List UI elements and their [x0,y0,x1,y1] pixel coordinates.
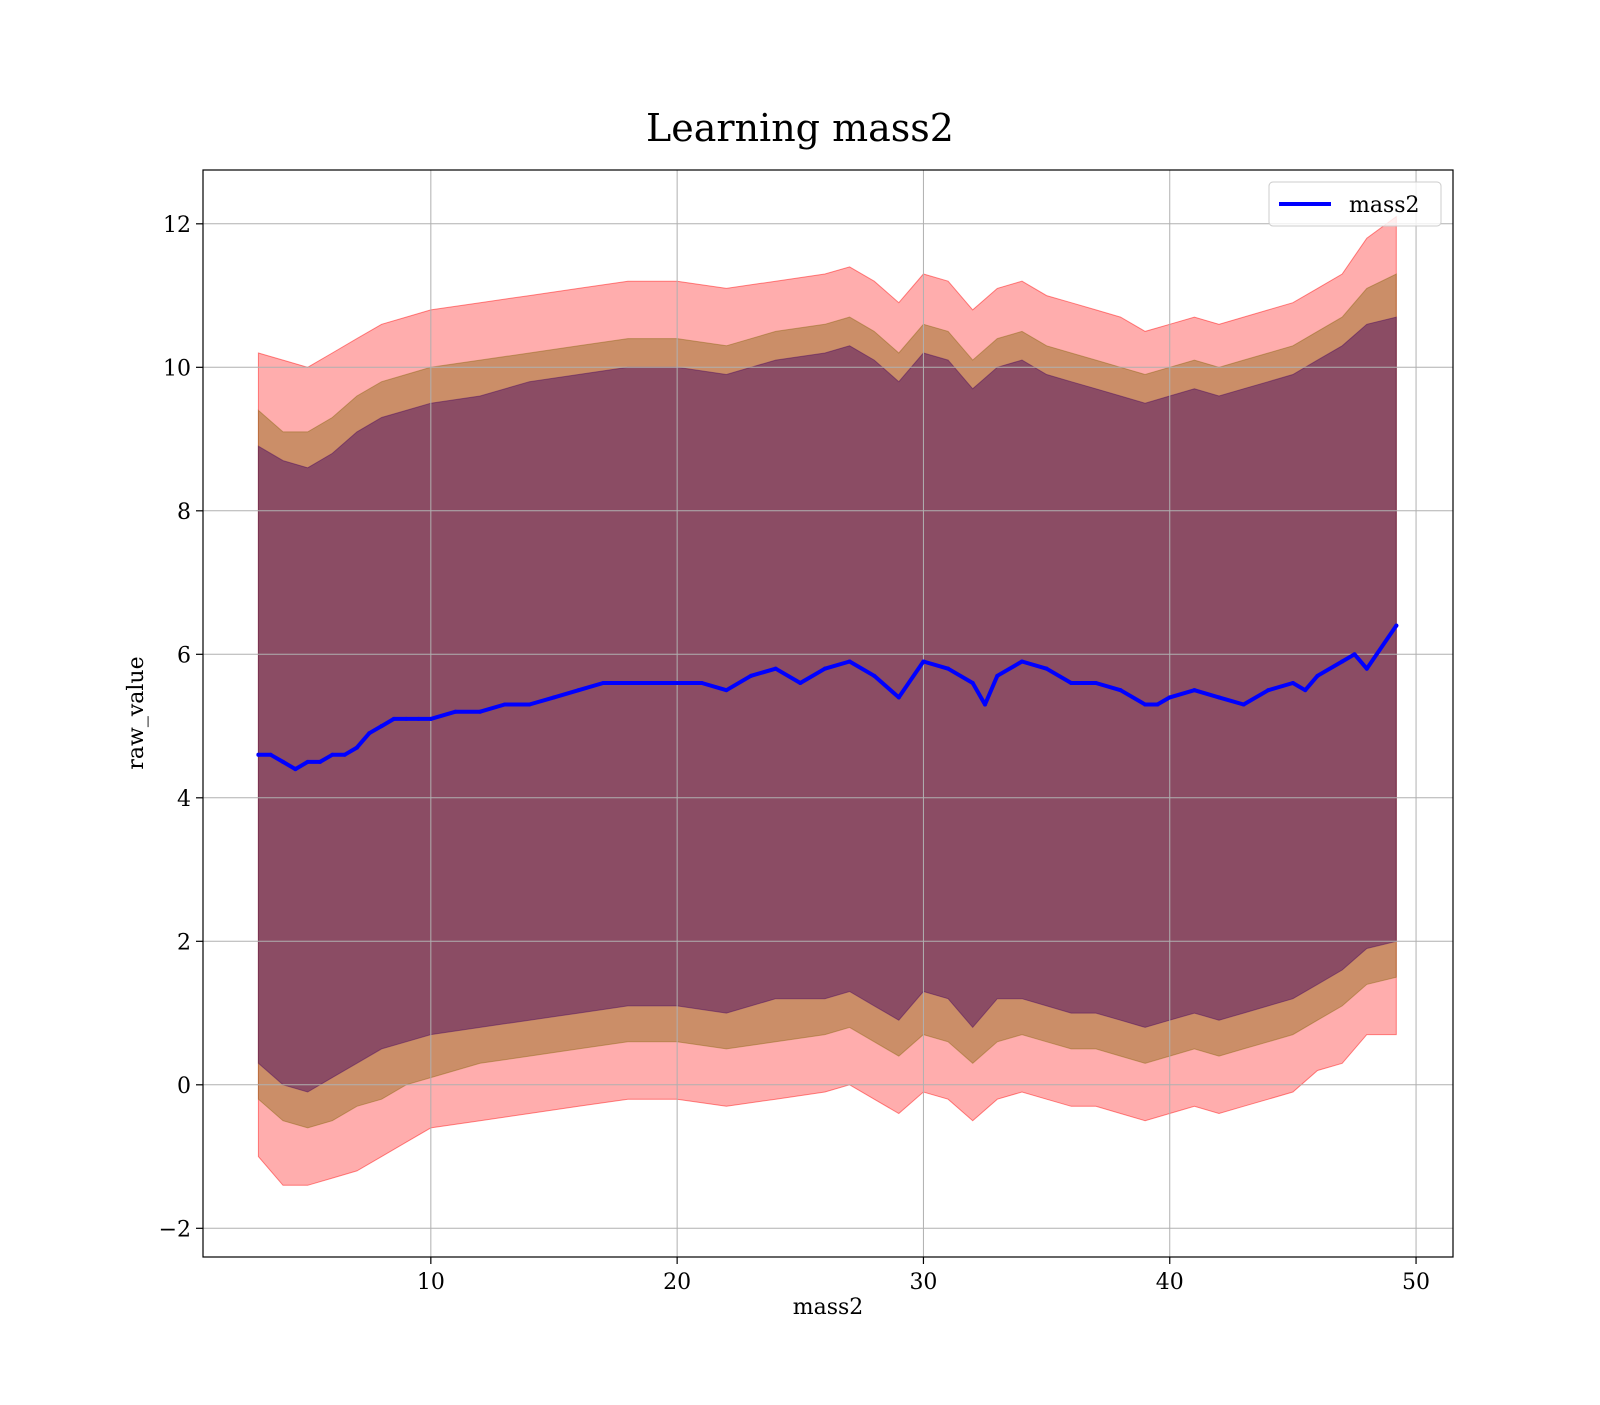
data-point [896,695,901,700]
chart-title: Learning mass2 [646,106,954,150]
data-point [576,688,581,693]
data-point [724,688,729,693]
legend-label-mass2: mass2 [1349,193,1420,218]
data-point [404,716,409,721]
data-point [428,716,433,721]
data-point [1217,695,1222,700]
data-point [317,759,322,764]
band-inner [257,316,1397,1093]
data-point [1143,702,1148,707]
data-point [453,709,458,714]
data-point [1019,659,1024,664]
legend: mass2 [1268,181,1442,227]
data-point [1069,681,1074,686]
data-point [293,767,298,772]
data-point [379,724,384,729]
data-point [625,681,630,686]
data-point [749,673,754,678]
data-point [268,752,273,757]
y-axis-label: raw_value [124,656,149,769]
data-point [1290,681,1295,686]
series-lines [256,623,1399,772]
data-point [699,681,704,686]
data-point [1241,702,1246,707]
x-tick-label: 30 [909,1270,937,1295]
data-point [872,673,877,678]
data-point [478,709,483,714]
x-tick-label: 40 [1156,1270,1184,1295]
data-point [1394,623,1399,628]
grid [203,170,1453,1257]
x-tick-label: 50 [1402,1270,1430,1295]
data-point [798,681,803,686]
legend-box [1268,181,1442,227]
data-point [1303,688,1308,693]
y-tick-label: 6 [177,643,191,668]
data-point [305,759,310,764]
data-point [1364,666,1369,671]
data-point [921,659,926,664]
x-axis-label: mass2 [793,1295,864,1320]
y-tick-label: 10 [163,356,191,381]
x-tick-label: 10 [417,1270,445,1295]
data-point [650,681,655,686]
data-point [1192,688,1197,693]
data-point [1340,659,1345,664]
data-point [391,716,396,721]
data-point [1167,695,1172,700]
y-tick-label: 8 [177,500,191,525]
plot-frame [202,169,1454,1258]
x-tick-label: 20 [663,1270,691,1295]
data-point [601,681,606,686]
data-point [822,666,827,671]
data-point [970,681,975,686]
y-tick-label: 4 [177,787,191,812]
series-line-mass2 [256,623,1399,772]
data-point [502,702,507,707]
data-point [1315,673,1320,678]
y-tick-label: 2 [177,930,191,955]
data-point [1044,666,1049,671]
data-point [1093,681,1098,686]
x-axis-ticks: 10 20 30 40 50 [417,1257,1430,1295]
data-point [847,659,852,664]
data-point [330,752,335,757]
data-point [1266,688,1271,693]
data-point [551,695,556,700]
y-axis-ticks: −2 0 2 4 6 8 10 12 [159,213,203,1242]
data-point [256,752,261,757]
data-point [773,666,778,671]
y-tick-label: 0 [177,1074,191,1099]
data-point [342,752,347,757]
data-point [995,673,1000,678]
data-point [983,702,988,707]
data-point [367,731,372,736]
data-point [675,681,680,686]
data-point [527,702,532,707]
data-point [416,716,421,721]
data-point [281,759,286,764]
data-point [1155,702,1160,707]
data-point [1118,688,1123,693]
data-point [1352,652,1357,657]
y-tick-label: −2 [159,1217,191,1242]
data-point [946,666,951,671]
data-point [354,745,359,750]
y-tick-label: 12 [163,213,191,238]
